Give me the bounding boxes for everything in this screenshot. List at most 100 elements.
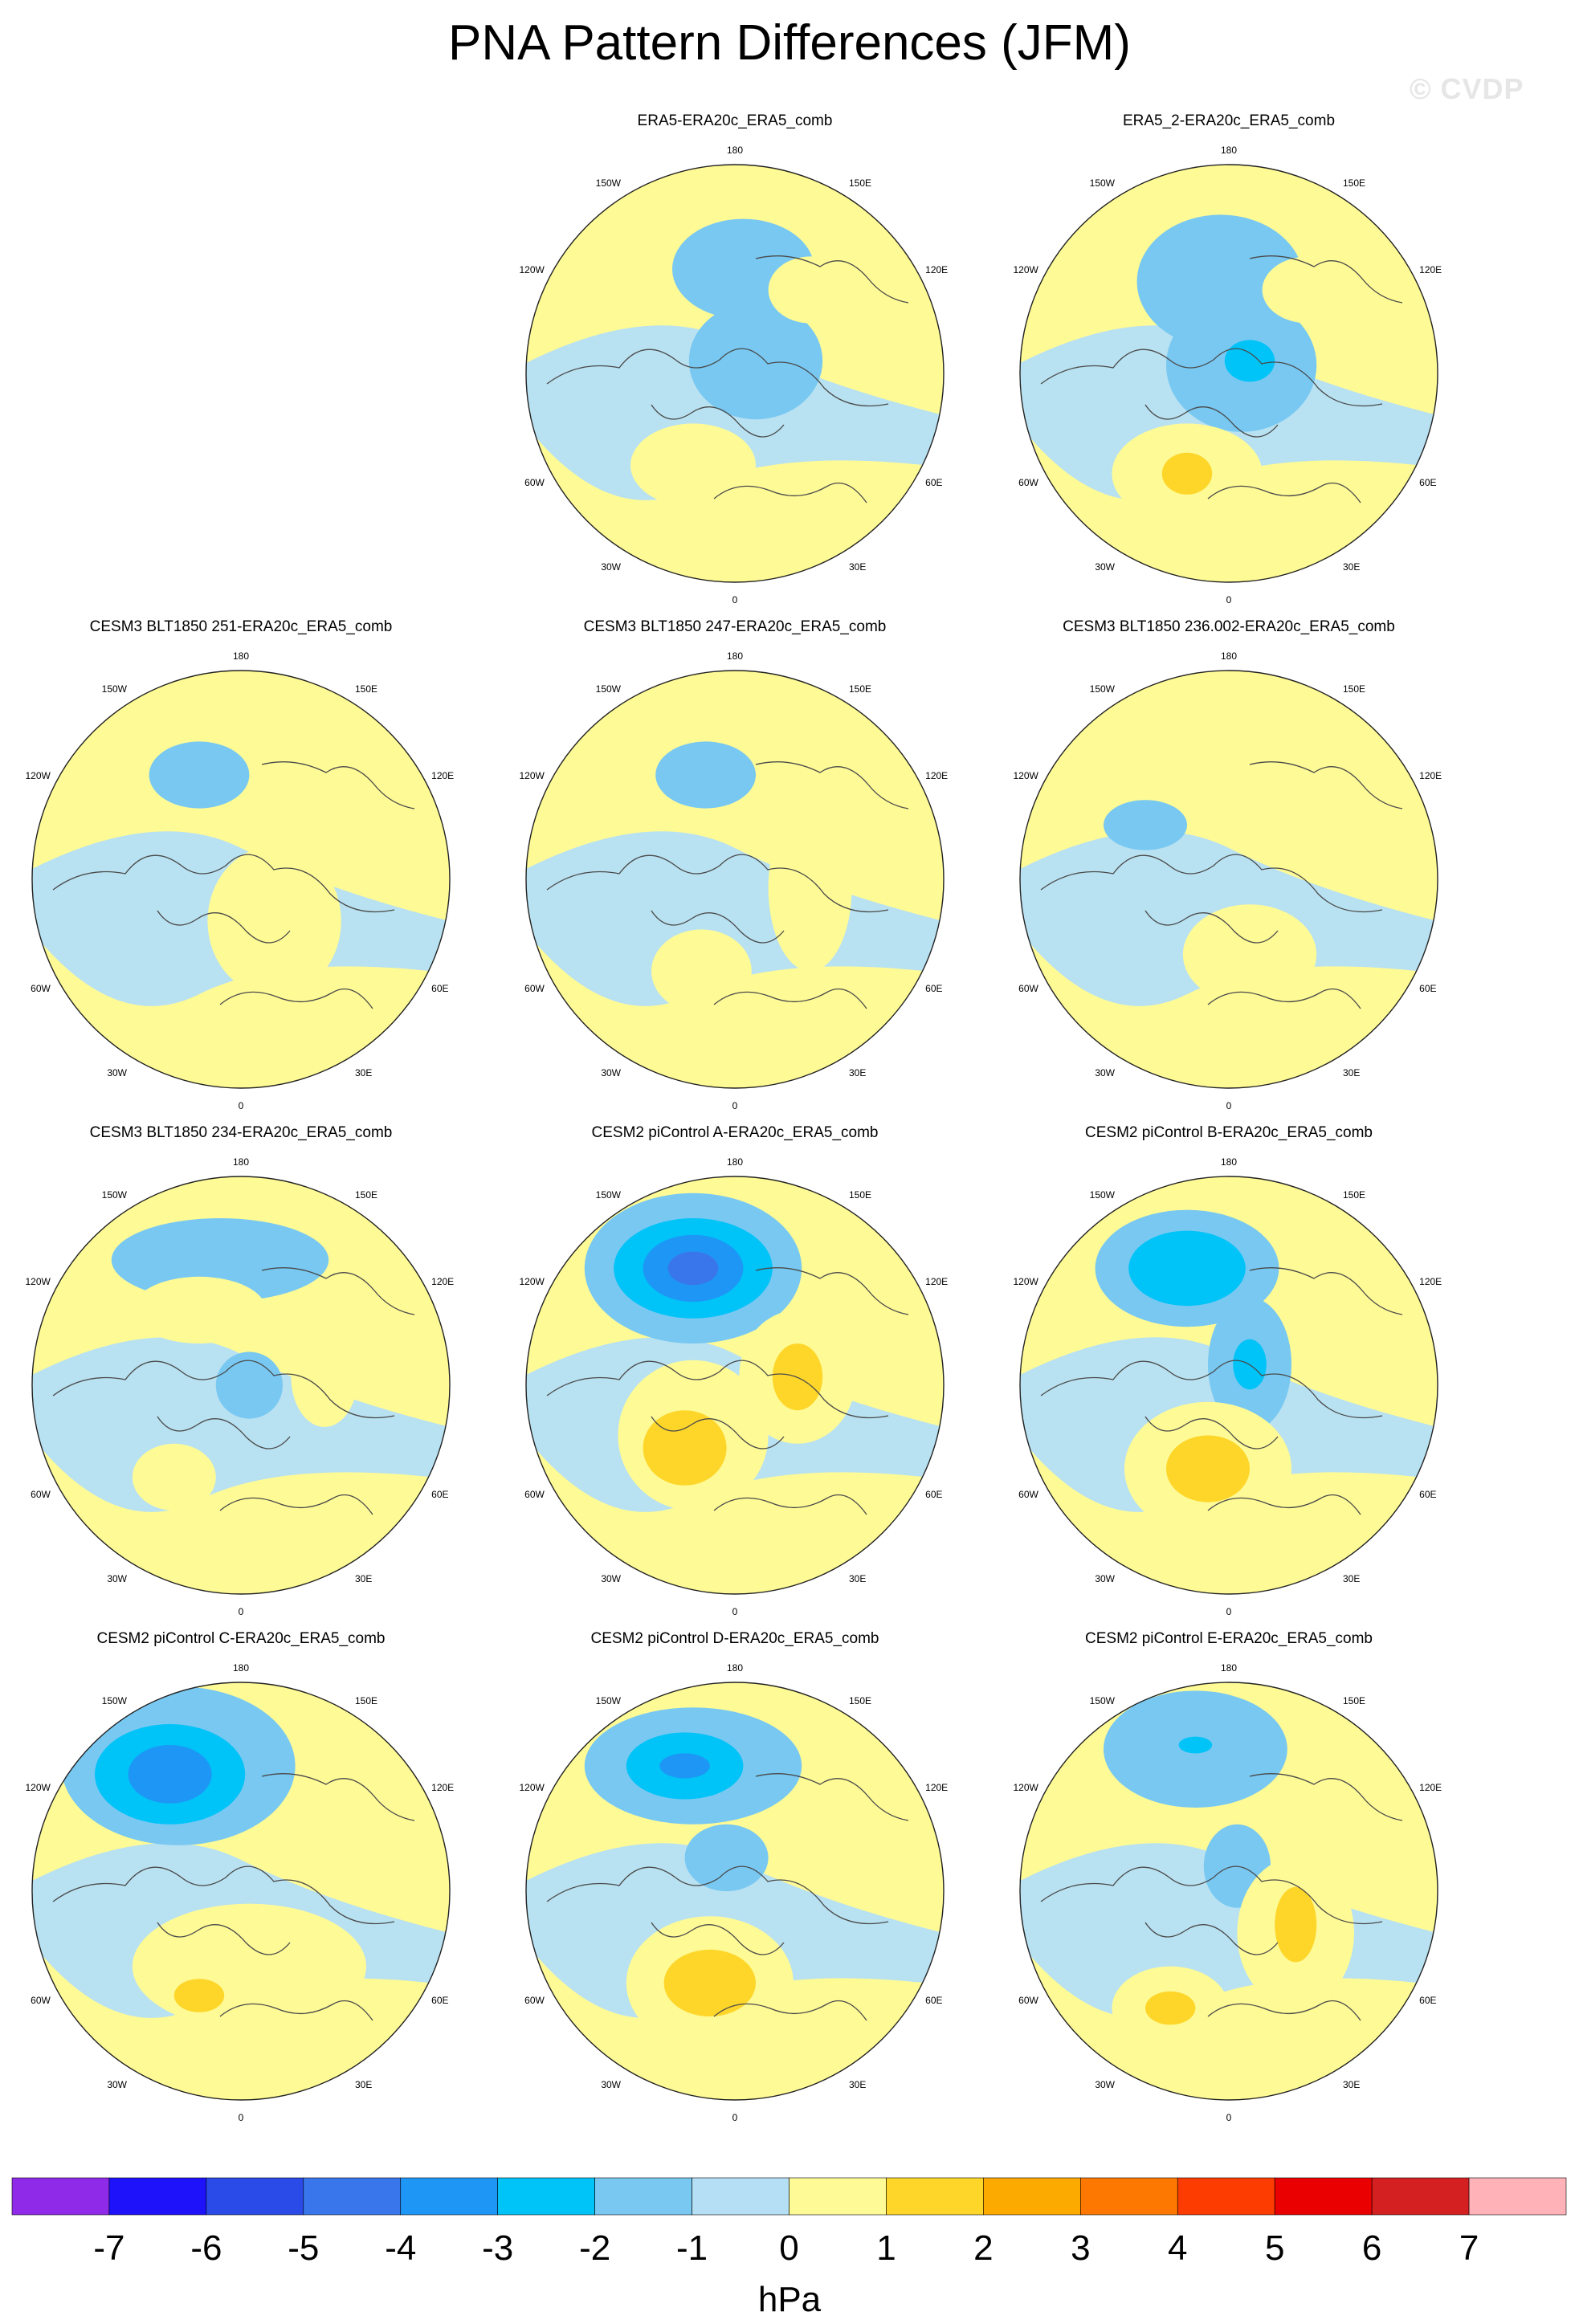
colorbar-tick-label: -2 [579, 2228, 610, 2268]
longitude-label: 150W [1090, 1695, 1116, 1706]
panel-title: ERA5_2-ERA20c_ERA5_comb [1122, 112, 1336, 129]
map-panel: 1800150W150E120W120E90W90E60W60E30W30ECE… [24, 1124, 458, 1622]
panel-title: CESM2 piControl B-ERA20c_ERA5_comb [1085, 1124, 1373, 1141]
longitude-label: 120E [431, 770, 454, 781]
longitude-label: 150E [1343, 1189, 1365, 1201]
main-title: PNA Pattern Differences (JFM) [448, 15, 1131, 71]
longitude-label: 30W [107, 1067, 127, 1078]
map-panel: 1800150W150E120W120E90W90E60W60E30W30ECE… [1012, 1124, 1446, 1622]
longitude-label: 0 [1226, 2112, 1232, 2123]
longitude-label: 60E [1419, 1995, 1436, 2006]
longitude-label: 150E [1343, 683, 1365, 695]
colorbar-swatch [497, 2177, 595, 2216]
longitude-label: 60E [431, 1489, 448, 1500]
longitude-label: 120W [519, 1782, 545, 1793]
longitude-label: 150E [849, 1695, 871, 1706]
longitude-label: 30W [107, 1573, 127, 1584]
longitude-label: 120E [1419, 1782, 1442, 1793]
map-panel: 1800150W150E120W120E90W90E60W60E30W30ECE… [1012, 618, 1446, 1116]
longitude-label: 60W [31, 1995, 51, 2006]
low-pressure-anomaly [667, 1251, 719, 1286]
longitude-label: 120W [519, 264, 545, 275]
colorbar-tick-label: 3 [1071, 2228, 1090, 2268]
map-panel: 1800150W150E120W120E90W90E60W60E30W30EER… [1012, 112, 1446, 610]
longitude-label: 150W [102, 683, 128, 695]
panel-title: CESM2 piControl E-ERA20c_ERA5_comb [1085, 1630, 1373, 1647]
colorbar-tick-label: -7 [93, 2228, 124, 2268]
map-panel: 1800150W150E120W120E90W90E60W60E30W30EER… [518, 112, 952, 610]
longitude-label: 150E [849, 1189, 871, 1201]
coastline [52, 1773, 415, 2021]
longitude-label: 180 [727, 145, 743, 156]
map-panel: 1800150W150E120W120E90W90E60W60E30W30E CE… [518, 1124, 952, 1622]
map-boundary [525, 1682, 945, 2101]
low-pressure-anomaly [149, 741, 250, 809]
negative-anomaly-band [526, 831, 944, 1006]
colorbar-tick-label: 5 [1265, 2228, 1284, 2268]
low-pressure-anomaly [1104, 800, 1187, 850]
longitude-label: 180 [233, 1156, 249, 1168]
colorbar-swatch [1468, 2177, 1567, 2216]
longitude-label: 120W [1013, 1782, 1038, 1793]
map-panel: 1800150W150E120W120E90W90E60W60E30W30ECE… [24, 618, 458, 1116]
longitude-label: 30E [849, 1573, 866, 1584]
polar-map: 1800150W150E120W120E90W90E60W60E30W30E [1013, 1662, 1442, 2123]
longitude-label: 30E [1343, 561, 1360, 573]
longitude-label: 0 [732, 594, 738, 605]
longitude-label: 150W [1090, 683, 1116, 695]
polar-map: 1800150W150E120W120E90W90E60W60E30W30E [519, 1662, 948, 2123]
low-pressure-anomaly [684, 1824, 769, 1891]
longitude-label: 120E [431, 1782, 454, 1793]
longitude-label: 30E [1343, 2079, 1360, 2090]
map-boundary [1019, 670, 1438, 1089]
longitude-label: 30E [355, 1067, 372, 1078]
longitude-label: 60W [524, 983, 545, 994]
colorbar: -7 -6 -5 -4 -3 -2 -1 0 1 2 3 4 5 6 7 [11, 2177, 1567, 2268]
high-pressure-anomaly [1262, 256, 1354, 324]
colorbar-tick-label: 7 [1459, 2228, 1479, 2268]
colorbar-tick-label: 4 [1168, 2228, 1187, 2268]
longitude-label: 0 [1226, 1100, 1232, 1111]
longitude-label: 180 [727, 650, 743, 662]
polar-map: 1800150W150E120W120E90W90E60W60E30W30E [519, 1156, 948, 1617]
map-boundary [31, 1176, 451, 1595]
colorbar-swatch [983, 2177, 1081, 2216]
longitude-label: 120W [25, 770, 51, 781]
longitude-label: 30W [601, 2079, 621, 2090]
low-pressure-anomaly [659, 1753, 710, 1779]
longitude-label: 120W [25, 1782, 51, 1793]
map-boundary [525, 164, 945, 583]
map-boundary [31, 670, 451, 1089]
high-pressure-anomaly [132, 1276, 267, 1343]
longitude-label: 30E [355, 2079, 372, 2090]
coastline [1040, 1267, 1403, 1515]
map-boundary [1019, 1682, 1438, 2101]
colorbar-swatch [692, 2177, 790, 2216]
longitude-label: 0 [239, 1606, 244, 1617]
longitude-label: 30E [849, 561, 866, 573]
colorbar-swatch [1274, 2177, 1373, 2216]
longitude-label: 150W [102, 1189, 128, 1201]
map-boundary [1019, 164, 1438, 583]
colorbar-swatch [886, 2177, 984, 2216]
longitude-label: 180 [1221, 1662, 1237, 1674]
longitude-label: 150W [596, 683, 622, 695]
longitude-label: 180 [233, 1662, 249, 1674]
polar-map: 1800150W150E120W120E90W90E60W60E30W30E [1013, 650, 1442, 1111]
panel-title: CESM2 piControl A-ERA20c_ERA5_comb [591, 1124, 879, 1141]
low-pressure-anomaly [655, 741, 756, 809]
low-pressure-anomaly [688, 302, 823, 420]
coastline [546, 255, 909, 504]
polar-map: 1800150W150E120W120E90W90E60W60E30W30E [519, 145, 948, 605]
longitude-label: 30W [1095, 1067, 1115, 1078]
longitude-label: 120W [1013, 770, 1038, 781]
map-boundary [1019, 1176, 1438, 1595]
longitude-label: 120W [25, 1276, 51, 1287]
longitude-label: 150E [849, 683, 871, 695]
longitude-label: 150E [355, 1189, 377, 1201]
map-panel: 1800150W150E120W120E90W90E60W60E30W30ECE… [24, 1630, 458, 2128]
high-pressure-anomaly [173, 1979, 225, 2012]
longitude-label: 150W [596, 177, 622, 189]
longitude-label: 60W [31, 1489, 51, 1500]
coastline [1040, 761, 1403, 1009]
